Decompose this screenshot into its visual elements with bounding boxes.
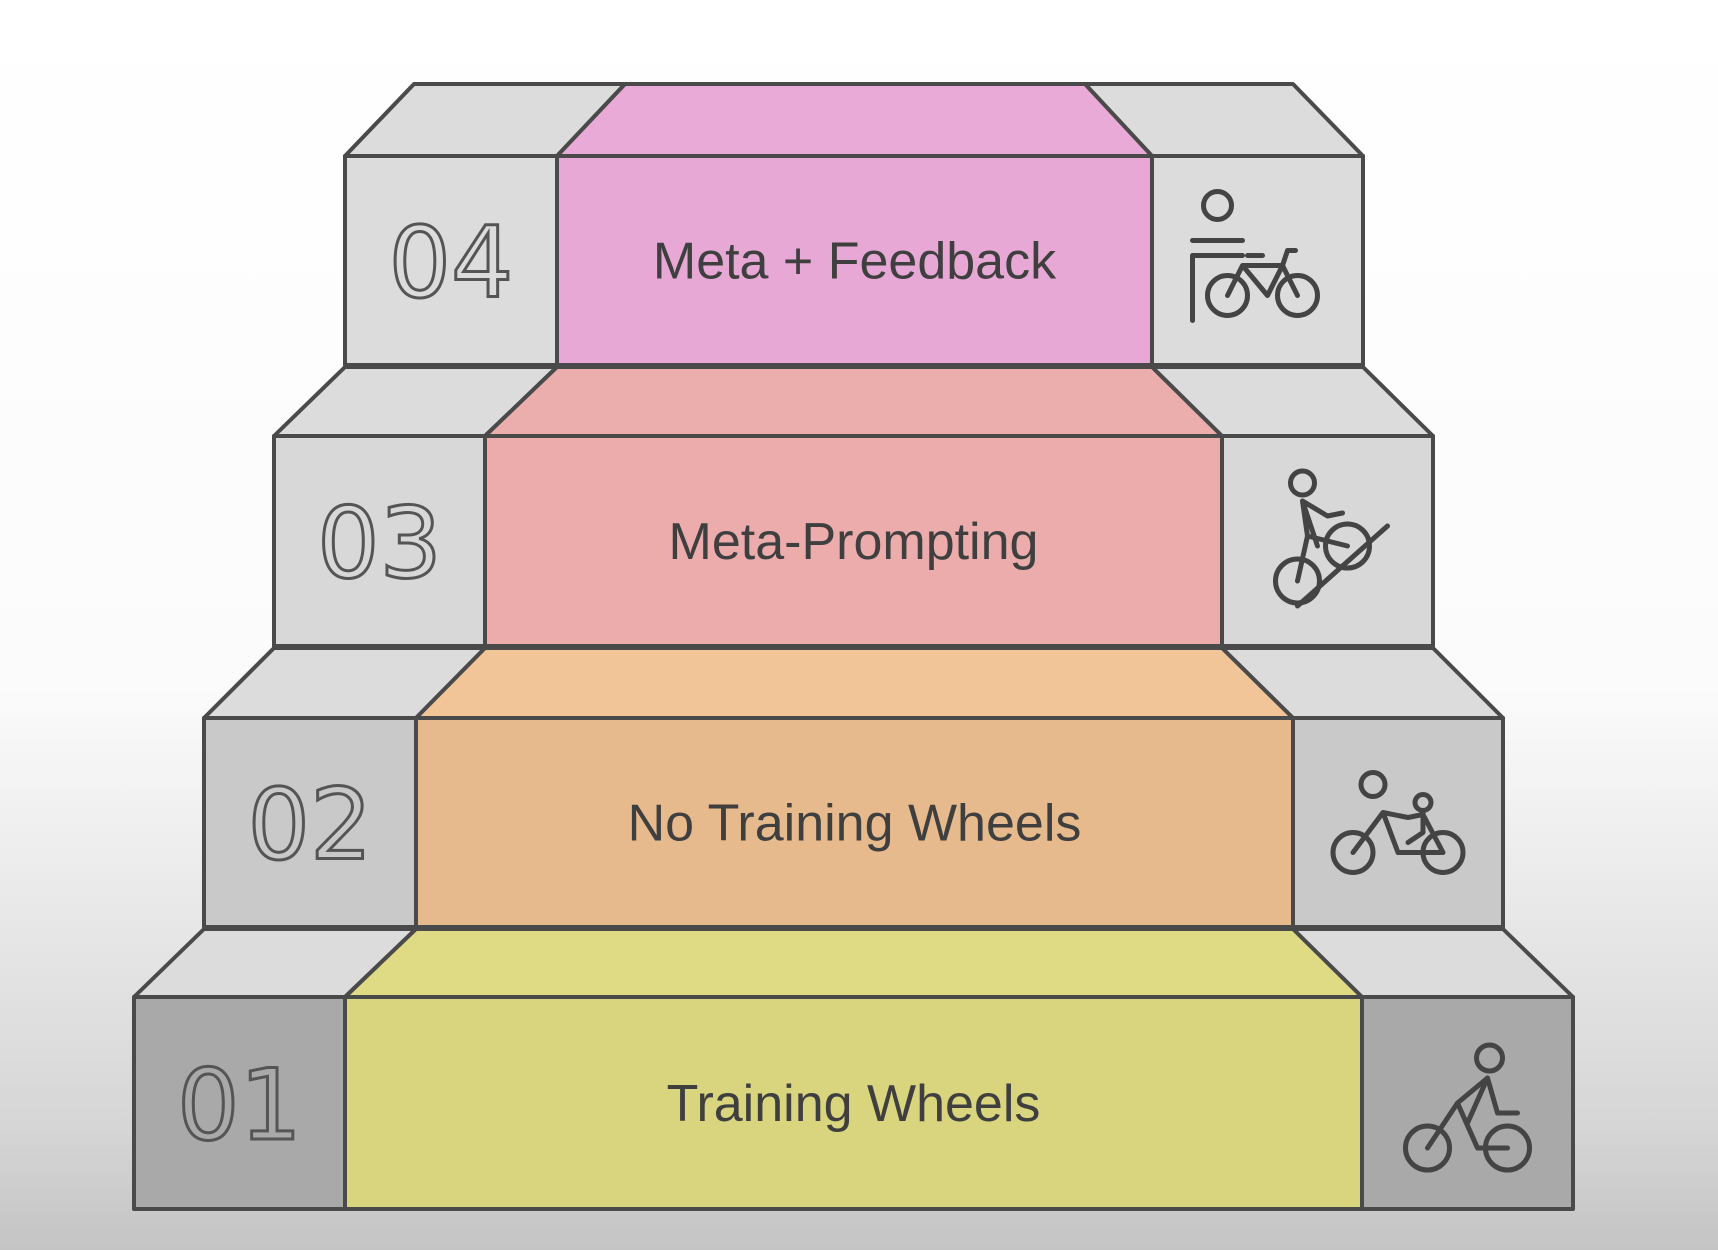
step-top-center	[343, 927, 1364, 999]
step-01: 01 Training Wheels	[132, 927, 1575, 1211]
step-number-block	[343, 154, 559, 367]
assisted-cyclist-icon	[1330, 770, 1466, 875]
step-03: 03 Meta-Prompting	[272, 365, 1435, 648]
person-with-bicycle-icon	[1190, 189, 1320, 323]
cyclist-icon	[1403, 1042, 1532, 1173]
step-label: Training Wheels	[667, 1075, 1041, 1133]
step-label-block	[414, 716, 1295, 929]
step-label: Meta-Prompting	[669, 513, 1039, 571]
step-label-block	[555, 154, 1154, 367]
step-label: Meta + Feedback	[653, 233, 1057, 291]
step-number-block	[202, 716, 418, 929]
step-number: 01	[177, 1049, 302, 1163]
step-top-center	[555, 82, 1154, 158]
step-icon-block	[1150, 154, 1365, 367]
step-top-center	[414, 646, 1295, 720]
step-number: 04	[389, 207, 514, 321]
step-number-block	[132, 995, 347, 1211]
step-top-center	[483, 365, 1224, 438]
step-02: 02 No Training Wheels	[202, 646, 1505, 929]
step-number: 02	[248, 769, 373, 883]
uphill-cyclist-icon	[1273, 468, 1390, 609]
step-label-block	[343, 995, 1364, 1211]
step-icon-block	[1360, 995, 1575, 1211]
step-icon-block	[1291, 716, 1505, 929]
step-label-block	[483, 434, 1224, 648]
step-04: 04 Meta + Feedback	[343, 82, 1365, 367]
step-label: No Training Wheels	[628, 795, 1082, 853]
step-number: 03	[317, 487, 442, 601]
